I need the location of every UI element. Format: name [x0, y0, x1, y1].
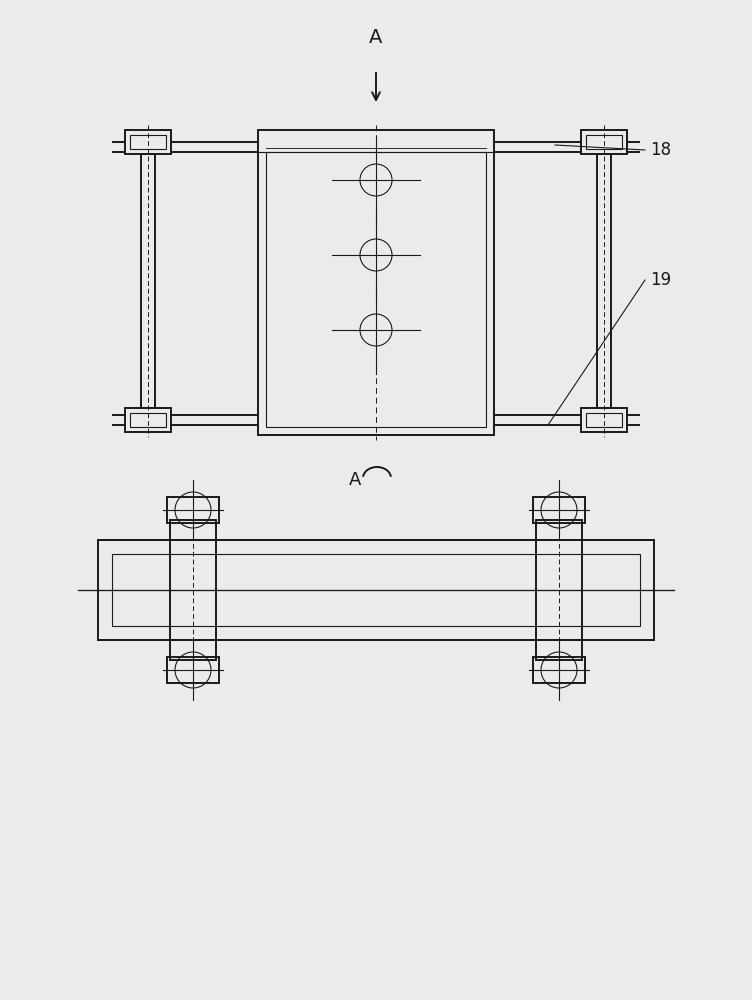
Bar	[586, 413, 622, 427]
Bar	[597, 154, 611, 408]
Text: 19: 19	[650, 271, 671, 289]
Bar	[533, 657, 585, 683]
Bar	[167, 497, 219, 523]
Text: A: A	[349, 471, 361, 489]
Bar	[141, 154, 155, 408]
Bar	[112, 554, 640, 626]
Text: 18: 18	[650, 141, 671, 159]
Bar	[130, 413, 166, 427]
Bar	[536, 520, 582, 660]
Bar	[125, 130, 171, 154]
Bar	[581, 408, 627, 432]
Bar	[581, 130, 627, 154]
Bar	[266, 152, 486, 427]
Text: A: A	[369, 28, 383, 47]
Bar	[170, 520, 216, 660]
Bar	[125, 408, 171, 432]
Bar	[98, 540, 654, 640]
Bar	[130, 135, 166, 149]
Bar	[533, 497, 585, 523]
Bar	[586, 135, 622, 149]
Bar	[167, 657, 219, 683]
Bar	[258, 130, 494, 435]
